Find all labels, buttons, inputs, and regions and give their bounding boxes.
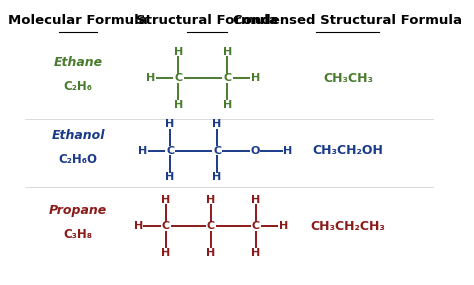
Text: C: C	[174, 73, 182, 83]
Text: C₂H₆O: C₂H₆O	[59, 153, 98, 166]
Text: Structural Formula: Structural Formula	[136, 14, 278, 27]
Text: C₃H₈: C₃H₈	[64, 228, 92, 241]
Text: H: H	[161, 248, 171, 258]
Text: H: H	[206, 195, 216, 205]
Text: H: H	[137, 146, 147, 156]
Text: H: H	[146, 73, 155, 83]
Text: H: H	[279, 221, 288, 231]
Text: Propane: Propane	[49, 204, 107, 217]
Text: H: H	[212, 119, 222, 129]
Text: H: H	[251, 73, 260, 83]
Text: C: C	[252, 221, 260, 231]
Text: H: H	[223, 100, 232, 110]
Text: CH₃CH₃: CH₃CH₃	[323, 72, 373, 85]
Text: C: C	[207, 221, 215, 231]
Text: H: H	[134, 221, 143, 231]
Text: H: H	[173, 100, 183, 110]
Text: H: H	[223, 47, 232, 57]
Text: O: O	[250, 146, 260, 156]
Text: H: H	[283, 146, 292, 156]
Text: H: H	[212, 172, 222, 182]
Text: C: C	[213, 146, 221, 156]
Text: Ethanol: Ethanol	[51, 129, 105, 142]
Text: H: H	[165, 172, 175, 182]
Text: H: H	[206, 248, 216, 258]
Text: C: C	[162, 221, 170, 231]
Text: H: H	[251, 195, 261, 205]
Text: C: C	[223, 73, 231, 83]
Text: C: C	[166, 146, 174, 156]
Text: CH₃CH₂OH: CH₃CH₂OH	[312, 144, 383, 157]
Text: Condensed Structural Formula: Condensed Structural Formula	[234, 14, 463, 27]
Text: H: H	[161, 195, 171, 205]
Text: H: H	[173, 47, 183, 57]
Text: H: H	[251, 248, 261, 258]
Text: CH₃CH₂CH₃: CH₃CH₂CH₃	[310, 220, 385, 233]
Text: Molecular Formula: Molecular Formula	[8, 14, 148, 27]
Text: C₂H₆: C₂H₆	[64, 80, 92, 93]
Text: Ethane: Ethane	[54, 56, 103, 69]
Text: H: H	[165, 119, 175, 129]
